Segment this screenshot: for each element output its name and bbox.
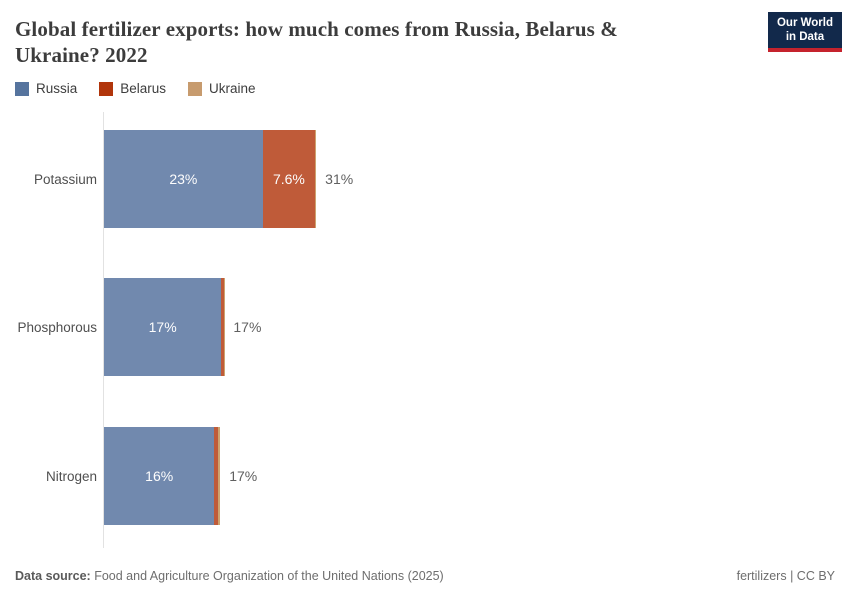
legend: Russia Belarus Ukraine bbox=[15, 81, 256, 96]
bar-segments: 16% 17% bbox=[104, 427, 257, 525]
bar-row-potassium: Potassium 23% 7.6% 31% bbox=[0, 130, 850, 228]
legend-label: Belarus bbox=[120, 81, 167, 96]
owid-logo: Our World in Data bbox=[767, 12, 842, 52]
page-title: Global fertilizer exports: how much come… bbox=[15, 17, 618, 67]
category-label-nitrogen: Nitrogen bbox=[45, 468, 97, 484]
bar-total-label: 17% bbox=[229, 468, 258, 484]
owid-logo-line1: Our World bbox=[776, 17, 833, 29]
bar-segment-belarus-potassium[interactable]: 7.6% bbox=[262, 130, 316, 228]
legend-label: Ukraine bbox=[209, 81, 256, 96]
bar-value-label: 17% bbox=[148, 319, 177, 335]
bar-segment-russia-phosphorous[interactable]: 17% bbox=[104, 278, 222, 376]
bar-segment-russia-nitrogen[interactable]: 16% bbox=[104, 427, 215, 525]
legend-label: Russia bbox=[36, 81, 78, 96]
bar-value-label: 23% bbox=[169, 171, 198, 187]
bar-segment-belarus-phosphorous[interactable] bbox=[221, 278, 224, 376]
category-label-phosphorous: Phosphorous bbox=[17, 319, 97, 335]
legend-item-ukraine[interactable]: Ukraine bbox=[188, 81, 256, 96]
bar-segment-ukraine-potassium[interactable] bbox=[315, 130, 317, 228]
bar-segment-russia-potassium[interactable]: 23% bbox=[104, 130, 263, 228]
bar-segment-ukraine-nitrogen[interactable] bbox=[217, 427, 221, 525]
owid-logo-line2: in Data bbox=[785, 30, 825, 43]
bar-segment-ukraine-phosphorous[interactable] bbox=[223, 278, 225, 376]
legend-item-belarus[interactable]: Belarus bbox=[99, 81, 166, 96]
data-source-text: Data source: Food and Agriculture Organi… bbox=[15, 569, 444, 583]
bar-value-label: 16% bbox=[145, 468, 174, 484]
footer: Data source: Food and Agriculture Organi… bbox=[15, 569, 835, 583]
bar-segments: 23% 7.6% 31% bbox=[104, 130, 353, 228]
bar-row-nitrogen: Nitrogen 16% 17% bbox=[0, 427, 850, 525]
data-source-value: Food and Agriculture Organization of the… bbox=[90, 569, 444, 583]
data-source-label: Data source: bbox=[15, 569, 91, 583]
bar-row-phosphorous: Phosphorous 17% 17% bbox=[0, 278, 850, 376]
license-note: fertilizers | CC BY bbox=[736, 569, 835, 583]
bar-total-label: 31% bbox=[325, 171, 354, 187]
legend-swatch-russia bbox=[15, 81, 29, 96]
legend-swatch-ukraine bbox=[188, 81, 203, 96]
legend-item-russia[interactable]: Russia bbox=[15, 81, 77, 96]
bar-total-label: 17% bbox=[233, 319, 262, 335]
bar-value-label: 7.6% bbox=[272, 171, 305, 187]
bar-segments: 17% 17% bbox=[104, 278, 261, 376]
legend-swatch-belarus bbox=[99, 81, 114, 96]
category-label-potassium: Potassium bbox=[33, 171, 97, 187]
bar-segment-belarus-nitrogen[interactable] bbox=[214, 427, 218, 525]
y-axis-line bbox=[103, 112, 104, 548]
